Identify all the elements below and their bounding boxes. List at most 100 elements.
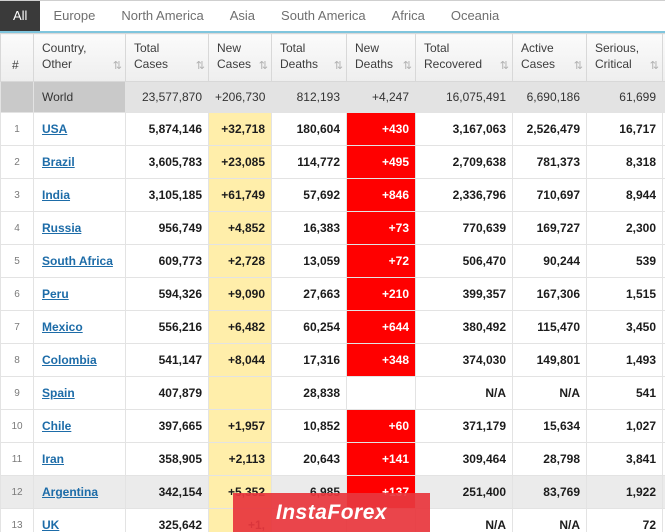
sort-icon: ⇅ [573, 60, 583, 73]
rank-cell: 7 [0, 310, 34, 344]
total-cases-cell: 5,874,146 [125, 112, 209, 146]
country-link[interactable]: UK [42, 518, 60, 532]
rank-cell: 9 [0, 376, 34, 410]
total-recovered-cell: N/A [415, 376, 513, 410]
country-cell: USA [33, 112, 126, 146]
tab-asia[interactable]: Asia [229, 8, 256, 23]
country-link[interactable]: South Africa [42, 254, 113, 268]
rank-cell: 6 [0, 277, 34, 311]
new-cases-cell: +23,085 [208, 145, 272, 179]
total-deaths-cell: 180,604 [271, 112, 347, 146]
tab-south-america[interactable]: South America [281, 8, 366, 23]
country-link[interactable]: Peru [42, 287, 69, 301]
country-link[interactable]: Brazil [42, 155, 75, 169]
country-link[interactable]: Colombia [42, 353, 97, 367]
tab-all[interactable]: All [0, 1, 41, 31]
rank-cell: 12 [0, 475, 34, 509]
total-cases-cell: 956,749 [125, 211, 209, 245]
country-cell: Mexico [33, 310, 126, 344]
active-cases-cell: N/A [512, 376, 587, 410]
total-cases-cell: 23,577,870 [125, 81, 209, 113]
new-deaths-cell: +60 [346, 409, 416, 443]
column-header-serious_critical[interactable]: Serious, Critical ⇅ [586, 33, 663, 82]
column-header-country[interactable]: Country, Other ⇅ [33, 33, 126, 82]
total-recovered-cell: 770,639 [415, 211, 513, 245]
country-link[interactable]: Mexico [42, 320, 83, 334]
total-cases-cell: 342,154 [125, 475, 209, 509]
column-label: Serious, Critical [595, 41, 640, 72]
tab-oceania[interactable]: Oceania [450, 8, 500, 23]
active-cases-cell: 167,306 [512, 277, 587, 311]
header-row: # Country, Other ⇅ Total Cases ⇅ New Cases ⇅ To… [0, 33, 665, 82]
rank-cell: 11 [0, 442, 34, 476]
country-cell: Peru [33, 277, 126, 311]
sort-icon: ⇅ [402, 60, 412, 73]
active-cases-cell: 781,373 [512, 145, 587, 179]
total-recovered-cell: 371,179 [415, 409, 513, 443]
total-deaths-cell: 17,316 [271, 343, 347, 377]
instaforex-watermark: InstaForex [233, 493, 430, 532]
total-recovered-cell: 251,400 [415, 475, 513, 509]
sort-icon: ⇅ [649, 60, 659, 73]
sort-icon: ⇅ [499, 60, 509, 73]
ghost-cell [662, 508, 665, 532]
table-body: World 23,577,870 +206,730 812,193 +4,247 16,0… [0, 81, 665, 532]
new-deaths-cell: +72 [346, 244, 416, 278]
rank-cell: 5 [0, 244, 34, 278]
country-row: 9 Spain 407,879 28,838 N/A N/A 541 [0, 376, 665, 410]
column-header-active_cases[interactable]: Active Cases ⇅ [512, 33, 587, 82]
total-deaths-cell: 28,838 [271, 376, 347, 410]
column-header-new_deaths[interactable]: New Deaths ⇅ [346, 33, 416, 82]
active-cases-cell: 2,526,479 [512, 112, 587, 146]
country-link[interactable]: Iran [42, 452, 65, 466]
new-cases-cell: +2,728 [208, 244, 272, 278]
country-link[interactable]: Spain [42, 386, 75, 400]
covid-table: # Country, Other ⇅ Total Cases ⇅ New Cases ⇅ To… [0, 33, 665, 532]
country-row: 7 Mexico 556,216 +6,482 60,254 +644 380,492 115… [0, 310, 665, 344]
total-cases-cell: 325,642 [125, 508, 209, 532]
serious-critical-cell: 72 [586, 508, 663, 532]
tab-africa[interactable]: Africa [391, 8, 425, 23]
total-cases-cell: 407,879 [125, 376, 209, 410]
total-recovered-cell: 2,336,796 [415, 178, 513, 212]
country-link[interactable]: Chile [42, 419, 72, 433]
total-deaths-cell: 27,663 [271, 277, 347, 311]
rank-cell: 10 [0, 409, 34, 443]
world-row: World 23,577,870 +206,730 812,193 +4,247 16,0… [0, 81, 665, 113]
total-cases-cell: 594,326 [125, 277, 209, 311]
column-header-total_deaths[interactable]: Total Deaths ⇅ [271, 33, 347, 82]
country-cell: Colombia [33, 343, 126, 377]
table-container: # Country, Other ⇅ Total Cases ⇅ New Cases ⇅ To… [0, 33, 665, 532]
total-recovered-cell: 399,357 [415, 277, 513, 311]
active-cases-cell: 710,697 [512, 178, 587, 212]
serious-critical-cell: 1,027 [586, 409, 663, 443]
column-header-new_cases[interactable]: New Cases ⇅ [208, 33, 272, 82]
country-cell: Brazil [33, 145, 126, 179]
country-link[interactable]: USA [42, 122, 68, 136]
column-header-total_recovered[interactable]: Total Recovered ⇅ [415, 33, 513, 82]
total-recovered-cell: 16,075,491 [415, 81, 513, 113]
country-row: 6 Peru 594,326 +9,090 27,663 +210 399,357 167,3… [0, 277, 665, 311]
country-cell: World [33, 81, 126, 113]
new-deaths-cell: +141 [346, 442, 416, 476]
new-cases-cell: +9,090 [208, 277, 272, 311]
country-row: 10 Chile 397,665 +1,957 10,852 +60 371,179 15,6… [0, 409, 665, 443]
tab-europe[interactable]: Europe [53, 8, 96, 23]
country-link[interactable]: Argentina [42, 485, 99, 499]
active-cases-cell: N/A [512, 508, 587, 532]
total-recovered-cell: 3,167,063 [415, 112, 513, 146]
active-cases-cell: 15,634 [512, 409, 587, 443]
rank-cell: 13 [0, 508, 34, 532]
serious-critical-cell: 539 [586, 244, 663, 278]
total-recovered-cell: 506,470 [415, 244, 513, 278]
column-label: Total Cases [134, 41, 169, 72]
country-link[interactable]: Russia [42, 221, 82, 235]
active-cases-cell: 115,470 [512, 310, 587, 344]
column-header-rank[interactable]: # [0, 33, 34, 82]
total-cases-cell: 556,216 [125, 310, 209, 344]
country-cell: South Africa [33, 244, 126, 278]
column-header-total_cases[interactable]: Total Cases ⇅ [125, 33, 209, 82]
watermark-text: InstaForex [275, 500, 388, 524]
tab-north-america[interactable]: North America [121, 8, 204, 23]
country-link[interactable]: India [42, 188, 71, 202]
